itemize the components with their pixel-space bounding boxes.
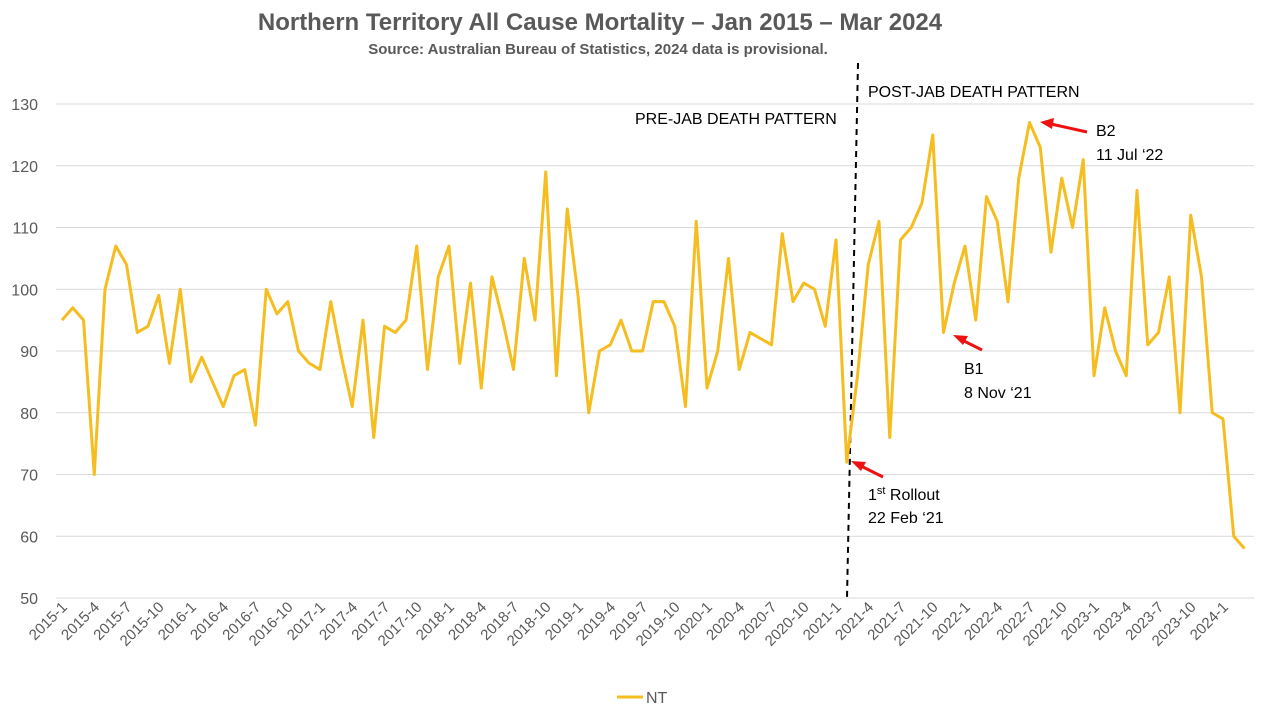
gridlines bbox=[56, 103, 1254, 599]
b2-label: B2 bbox=[1096, 123, 1116, 140]
b1-arrowhead bbox=[953, 335, 968, 345]
y-tick-label: 120 bbox=[11, 159, 38, 176]
rollout-date: 22 Feb ‘21 bbox=[868, 510, 944, 527]
b2-arrowhead bbox=[1040, 118, 1054, 129]
legend: NT bbox=[617, 690, 668, 707]
b2-arrow bbox=[1050, 122, 1088, 134]
y-tick-label: 70 bbox=[20, 468, 38, 485]
pre-jab-label: PRE-JAB DEATH PATTERN bbox=[635, 111, 837, 128]
y-tick-label: 80 bbox=[20, 406, 38, 423]
chart-title: Northern Territory All Cause Mortality –… bbox=[258, 9, 943, 36]
x-axis-ticks: 2015-12015-42015-72015-102016-12016-4201… bbox=[26, 599, 1232, 650]
y-tick-label: 90 bbox=[20, 344, 38, 361]
b1-annotation: B1 8 Nov ‘21 bbox=[953, 335, 1032, 402]
b1-arrow bbox=[961, 338, 983, 352]
rollout-arrowhead bbox=[851, 461, 866, 471]
chart-subtitle: Source: Australian Bureau of Statistics,… bbox=[368, 41, 828, 58]
legend-label-nt: NT bbox=[646, 690, 668, 707]
rollout-annotation: 1st Rollout 22 Feb ‘21 bbox=[851, 461, 944, 527]
post-jab-label: POST-JAB DEATH PATTERN bbox=[868, 84, 1080, 101]
b1-date: 8 Nov ‘21 bbox=[964, 385, 1032, 402]
series-line-nt bbox=[60, 121, 1246, 550]
y-tick-label: 110 bbox=[12, 221, 38, 238]
y-axis-ticks: 50 60 70 80 90 100 110 120 130 bbox=[11, 97, 38, 608]
rollout-label: 1st Rollout bbox=[868, 485, 940, 504]
b2-date: 11 Jul ‘22 bbox=[1096, 147, 1163, 164]
b2-annotation: B2 11 Jul ‘22 bbox=[1040, 118, 1163, 164]
y-tick-label: 100 bbox=[11, 282, 38, 299]
y-tick-label: 50 bbox=[20, 591, 38, 608]
y-tick-label: 60 bbox=[20, 529, 38, 546]
rollout-divider-line bbox=[846, 62, 859, 599]
b1-label: B1 bbox=[964, 361, 984, 378]
y-tick-label: 130 bbox=[11, 97, 38, 114]
